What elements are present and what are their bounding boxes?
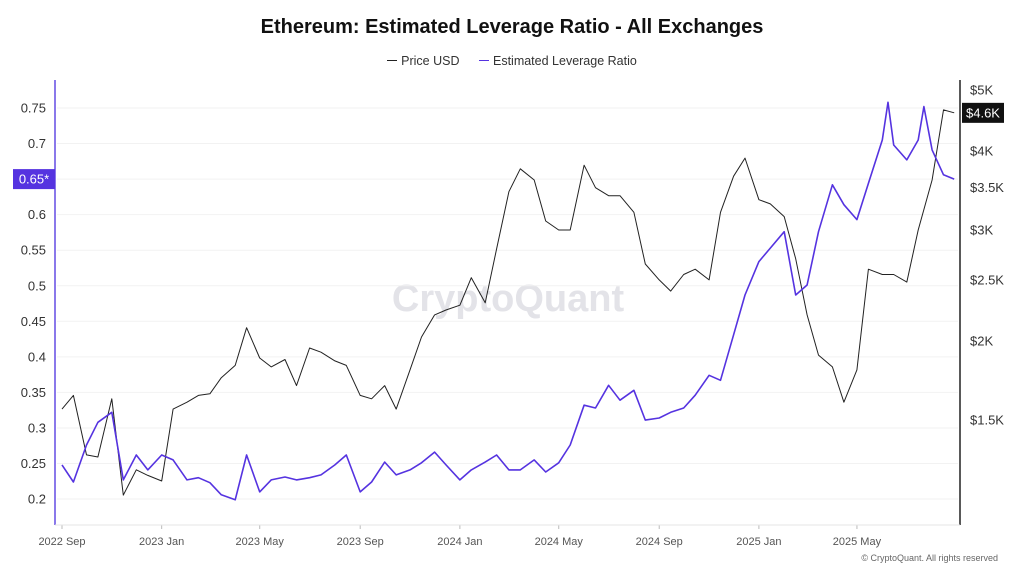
chart-title: Ethereum: Estimated Leverage Ratio - All… xyxy=(260,16,764,38)
legend-swatch-price xyxy=(387,60,398,61)
y-left-tick-label: 0.6 xyxy=(28,207,46,222)
y-left-tick-label: 0.35 xyxy=(21,385,46,400)
y-left-tick-label: 0.45 xyxy=(21,314,46,329)
y-left-tick-label: 0.7 xyxy=(28,136,46,151)
x-tick-label: 2024 May xyxy=(535,536,584,548)
x-tick-label: 2022 Sep xyxy=(38,536,85,548)
y-right-tick-label: $2.5K xyxy=(970,272,1004,287)
y-left-tick-label: 0.55 xyxy=(21,243,46,258)
y-left-tick-label: 0.2 xyxy=(28,492,46,507)
leverage-ratio-line xyxy=(61,101,955,501)
y-right-tick-label: $4K xyxy=(970,144,993,159)
y-right-tick-label: $1.5K xyxy=(970,412,1004,427)
legend-item-price[interactable]: Price USD xyxy=(387,53,460,68)
legend-label-price: Price USD xyxy=(401,53,460,68)
legend-item-leverage[interactable]: Estimated Leverage Ratio xyxy=(478,53,637,68)
legend-swatch-leverage xyxy=(478,60,489,61)
x-tick-label: 2024 Sep xyxy=(636,536,683,548)
y-left-tick-label: 0.4 xyxy=(28,349,46,364)
y-left-tick-label: 0.25 xyxy=(21,456,46,471)
current-leverage-tag xyxy=(13,169,55,190)
legend-label-leverage: Estimated Leverage Ratio xyxy=(492,53,637,68)
x-tick-label: 2024 Jan xyxy=(437,536,482,548)
price-usd-line xyxy=(61,109,955,496)
y-left-tick-label: 0.75 xyxy=(21,101,46,116)
current-price-label: $4.6K xyxy=(966,105,1000,120)
x-tick-label: 2025 May xyxy=(833,536,882,548)
y-right-tick-label: $3.5K xyxy=(970,180,1004,195)
current-price-tag xyxy=(962,102,1004,123)
copyright-footer: © CryptoQuant. All rights reserved xyxy=(861,553,998,563)
x-tick-label: 2023 Sep xyxy=(337,536,384,548)
y-left-tick-label: 0.3 xyxy=(28,420,46,435)
current-leverage-label: 0.65* xyxy=(19,172,49,187)
y-right-tick-label: $3K xyxy=(970,222,993,237)
y-right-tick-label: $5K xyxy=(970,83,993,98)
y-left-tick-label: 0.5 xyxy=(28,278,46,293)
x-tick-label: 2023 May xyxy=(236,536,285,548)
watermark: CryptoQuant xyxy=(392,278,625,320)
x-tick-label: 2023 Jan xyxy=(139,536,184,548)
x-tick-label: 2025 Jan xyxy=(736,536,781,548)
legend: Price USD Estimated Leverage Ratio xyxy=(0,50,1024,68)
y-right-tick-label: $2K xyxy=(970,334,993,349)
